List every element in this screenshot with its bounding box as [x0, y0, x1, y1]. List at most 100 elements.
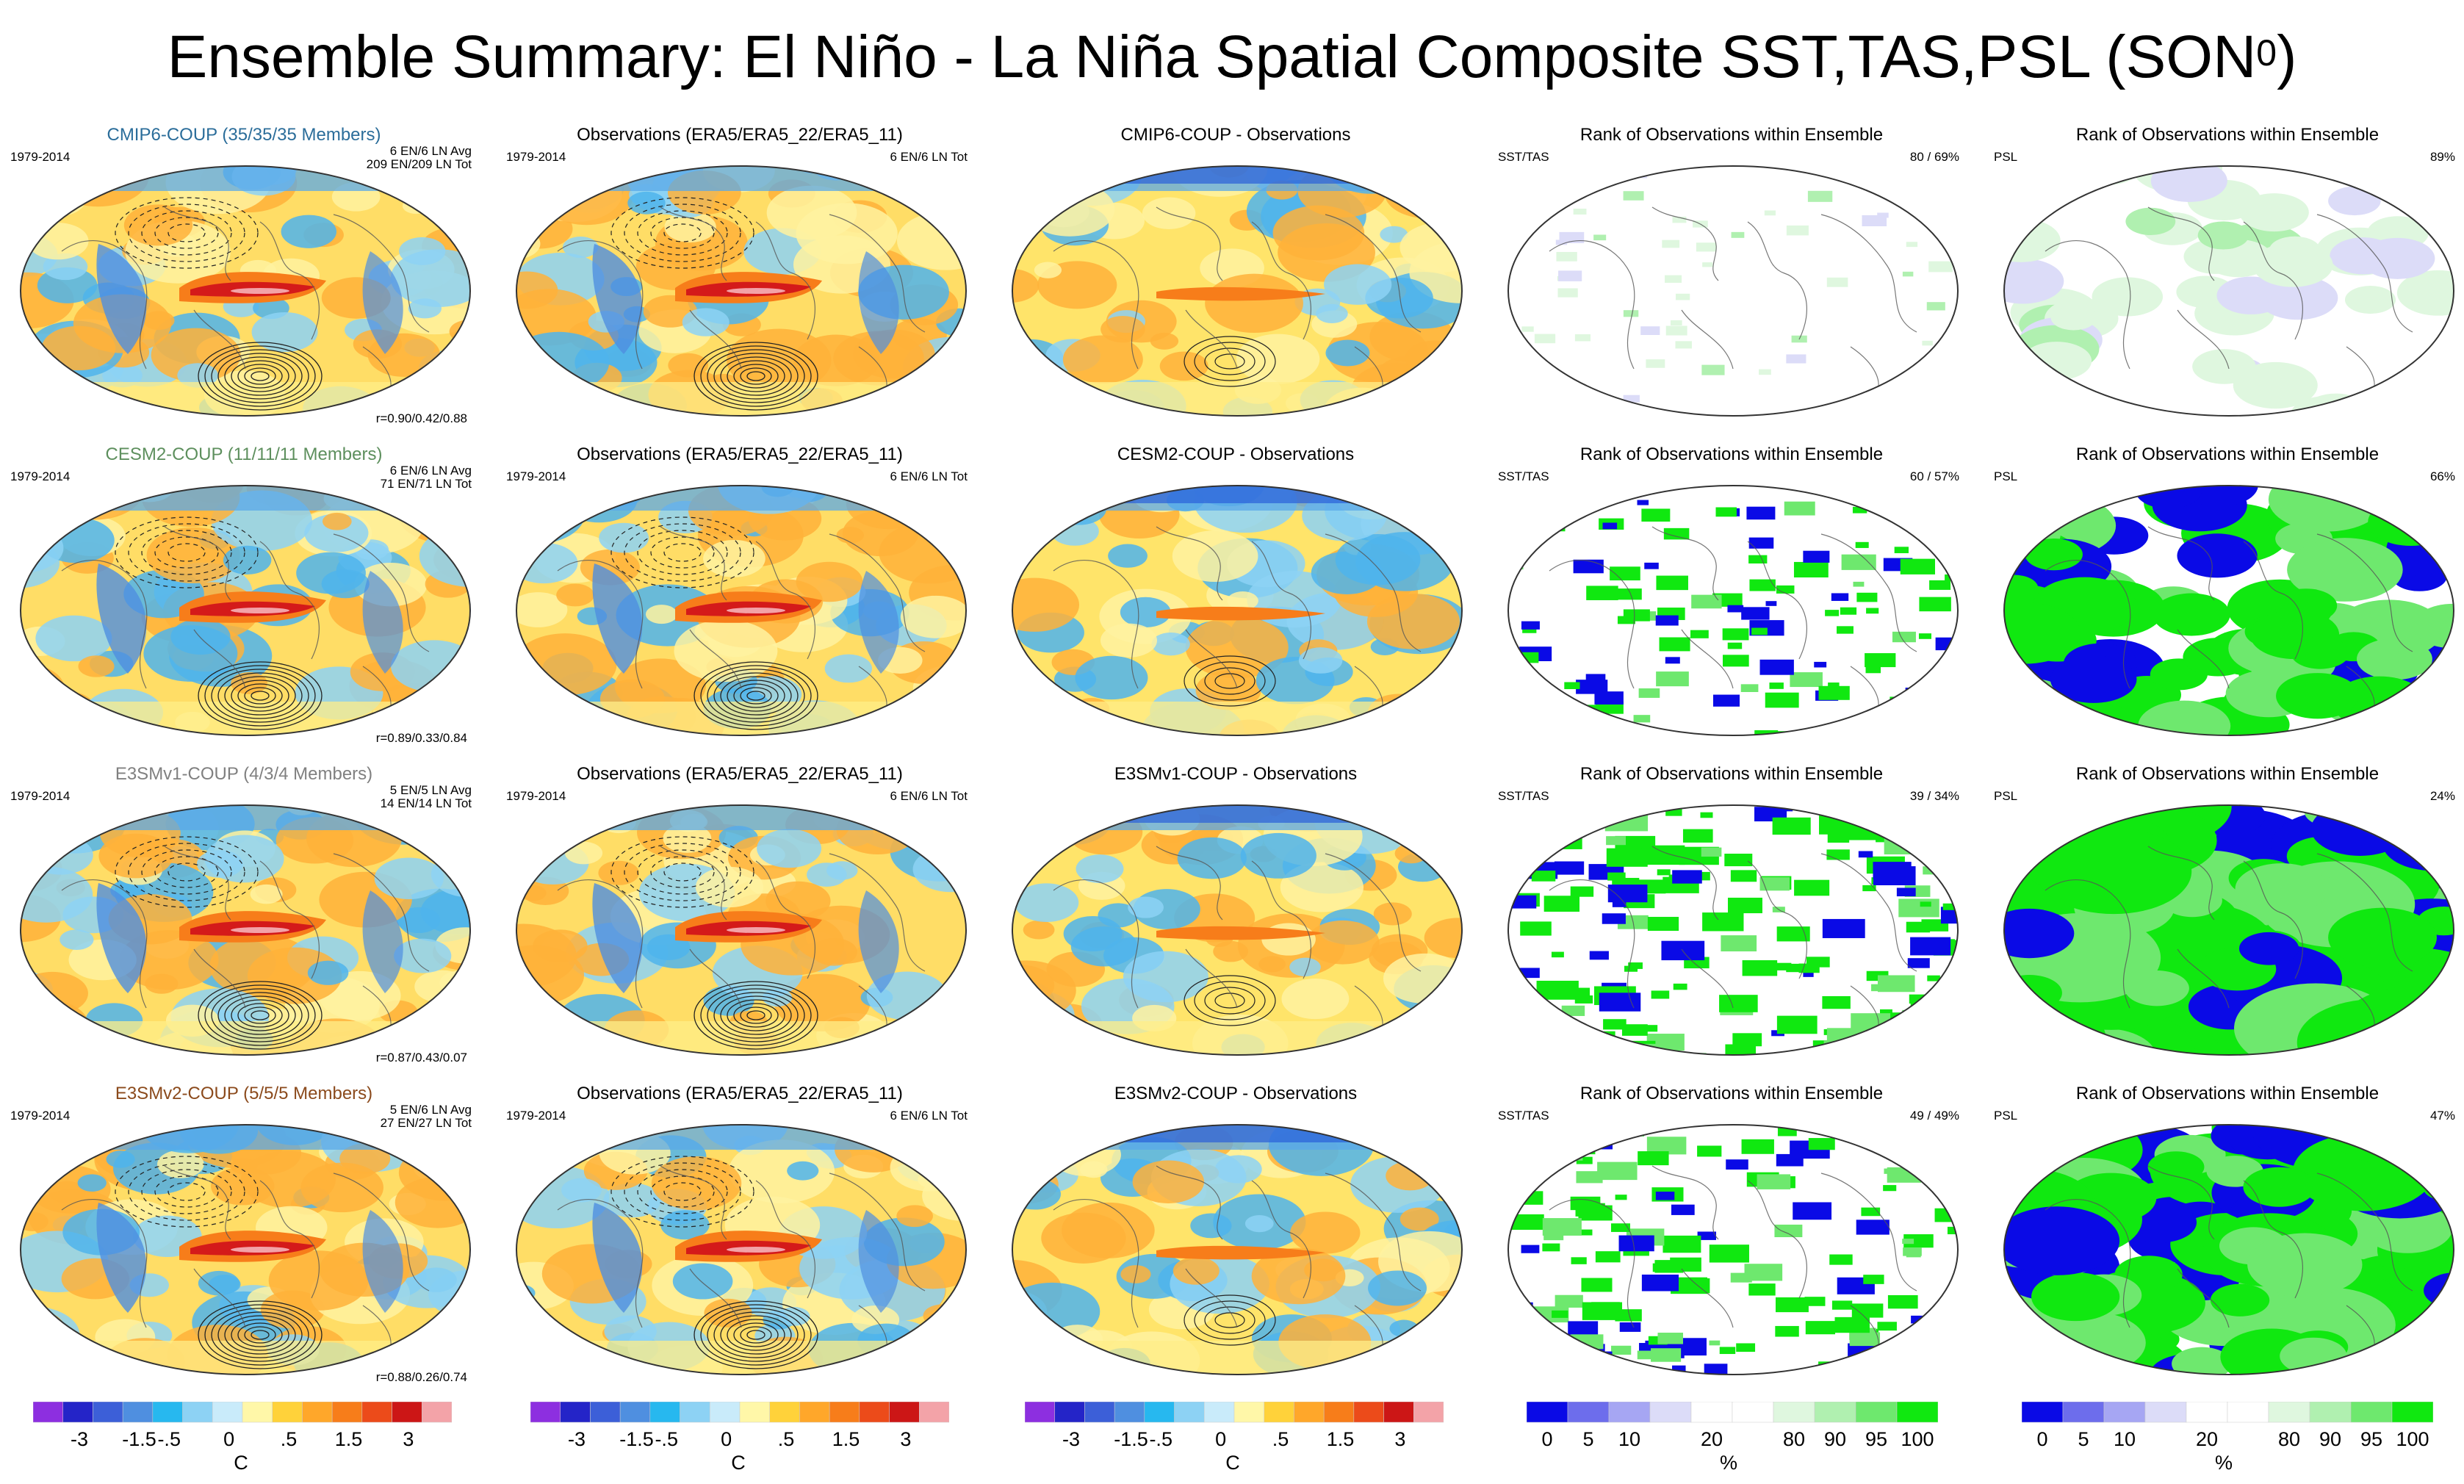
- world-map: [516, 1124, 967, 1375]
- figure-title: Ensemble Summary: El Niño - La Niña Spat…: [0, 21, 2464, 94]
- percent-label: 89%: [2429, 150, 2455, 164]
- colorbar-swatch: [1608, 1401, 1651, 1423]
- panel-title: E3SMv2-COUP (5/5/5 Members): [115, 1084, 373, 1103]
- colorbar-swatch: [769, 1401, 800, 1423]
- colorbar-swatch: [1855, 1401, 1898, 1423]
- colorbar-swatch: [1144, 1401, 1175, 1423]
- period-label: 1979-2014: [506, 469, 566, 483]
- colorbar-swatch: [2062, 1401, 2105, 1423]
- world-map: [1507, 804, 1959, 1056]
- colorbar-swatch: [1773, 1401, 1815, 1423]
- colorbar-tick-label: 0: [1215, 1428, 1227, 1450]
- colorbar-swatch: [1323, 1401, 1355, 1423]
- panel-title: Rank of Observations within Ensemble: [1579, 764, 1884, 784]
- panel-row4-rank-psl: Rank of Observations within Ensemble PSL 4…: [1992, 1084, 2463, 1392]
- colorbar-tick-label: -.5: [655, 1428, 678, 1450]
- colorbar-unit-label: C: [234, 1452, 248, 1474]
- colorbar-swatch: [560, 1401, 591, 1423]
- world-map: [1012, 165, 1463, 417]
- figure-title-text: Ensemble Summary: El Niño - La Niña Spat…: [167, 24, 2257, 90]
- panel-title: Observations (ERA5/ERA5_22/ERA5_11): [577, 125, 903, 145]
- colorbar-swatch: [919, 1401, 950, 1423]
- colorbar-swatch: [242, 1401, 273, 1423]
- colorbar-swatch: [1204, 1401, 1235, 1423]
- colorbar-tick-label: 95: [2360, 1428, 2383, 1450]
- colorbar-swatch: [1264, 1401, 1294, 1423]
- colorbar-swatch: [2227, 1401, 2269, 1423]
- variable-label: SST/TAS: [1498, 469, 1549, 483]
- colorbar-swatch: [1054, 1401, 1085, 1423]
- panel-title: Rank of Observations within Ensemble: [1579, 444, 1884, 464]
- colorbar-tick-label: -3: [568, 1428, 586, 1450]
- percent-label: 24%: [2429, 789, 2455, 803]
- panel-row2-rank-psl: Rank of Observations within Ensemble PSL 6…: [1992, 444, 2463, 753]
- colorbar-swatch: [680, 1401, 710, 1423]
- avg-count-label: 6 EN/6 LN Avg: [389, 464, 472, 478]
- colorbar-tick-label: .5: [1272, 1428, 1289, 1450]
- colorbar-swatch: [649, 1401, 680, 1423]
- colorbar-swatch: [829, 1401, 860, 1423]
- colorbar-tick-label: 20: [2195, 1428, 2219, 1450]
- period-label: 1979-2014: [10, 1109, 71, 1123]
- variable-label: PSL: [1994, 150, 2018, 164]
- total-count-label: 6 EN/6 LN Tot: [890, 150, 968, 164]
- variable-label: SST/TAS: [1498, 150, 1549, 164]
- colorbar-swatch: [361, 1401, 392, 1423]
- world-map: [1507, 485, 1959, 736]
- colorbar-tick-label: 10: [1618, 1428, 1641, 1450]
- colorbar-swatch: [32, 1401, 63, 1423]
- colorbar-tick-label: 90: [2319, 1428, 2342, 1450]
- total-count-label: 6 EN/6 LN Tot: [890, 789, 968, 803]
- colorbar-swatches: [530, 1401, 950, 1423]
- colorbar-swatch: [1814, 1401, 1856, 1423]
- world-map: [516, 804, 967, 1056]
- panel-title: CESM2-COUP (11/11/11 Members): [105, 444, 383, 464]
- colorbar-swatch: [530, 1401, 561, 1423]
- panel-row1-model: CMIP6-COUP (35/35/35 Members) 1979-2014 6 …: [9, 125, 479, 433]
- colorbar-swatches: [1526, 1401, 1939, 1423]
- colorbar-swatch: [619, 1401, 651, 1423]
- percent-label: 80 / 69%: [1909, 150, 1959, 164]
- panel-row4-rank-sst: Rank of Observations within Ensemble SST/…: [1496, 1084, 1967, 1392]
- colorbar-tick-label: -1.5: [122, 1428, 156, 1450]
- period-label: 1979-2014: [506, 150, 566, 164]
- colorbar-tick-label: -1.5: [1114, 1428, 1148, 1450]
- colorbar-swatch: [2103, 1401, 2146, 1423]
- panel-title: CESM2-COUP - Observations: [1117, 444, 1355, 464]
- avg-count-label: 5 EN/6 LN Avg: [389, 1103, 472, 1117]
- colorbar-swatches: [2021, 1401, 2434, 1423]
- panel-row1-rank-sst: Rank of Observations within Ensemble SST/…: [1496, 125, 1967, 433]
- colorbar-tick-label: -.5: [157, 1428, 181, 1450]
- period-label: 1979-2014: [10, 469, 71, 483]
- world-map: [2003, 165, 2454, 417]
- world-map: [2003, 1124, 2454, 1375]
- colorbar-swatch: [1896, 1401, 1939, 1423]
- avg-count-label: 5 EN/5 LN Avg: [389, 783, 472, 797]
- total-count-label: 6 EN/6 LN Tot: [890, 469, 968, 483]
- panel-row1-obs: Observations (ERA5/ERA5_22/ERA5_11) 1979-…: [505, 125, 975, 433]
- colorbar-swatch: [392, 1401, 422, 1423]
- colorbar-swatch: [799, 1401, 830, 1423]
- variable-label: SST/TAS: [1498, 789, 1549, 803]
- percent-label: 60 / 57%: [1909, 469, 1959, 483]
- panel-row4-obs: Observations (ERA5/ERA5_22/ERA5_11) 1979-…: [505, 1084, 975, 1392]
- colorbar-swatch: [422, 1401, 453, 1423]
- colorbar-swatch: [122, 1401, 154, 1423]
- colorbar-tick-label: 1.5: [1326, 1428, 1355, 1450]
- colorbar-tick-label: 0: [721, 1428, 732, 1450]
- colorbar-unit-label: C: [1225, 1452, 1240, 1474]
- panel-row2-model: CESM2-COUP (11/11/11 Members) 1979-2014 6 …: [9, 444, 479, 753]
- colorbar-swatch: [93, 1401, 123, 1423]
- panel-title: Observations (ERA5/ERA5_22/ERA5_11): [577, 1084, 903, 1103]
- colorbar-swatch: [212, 1401, 243, 1423]
- colorbar-tick-label: 0: [2036, 1428, 2048, 1450]
- world-map: [2003, 485, 2454, 736]
- colorbar-swatch: [302, 1401, 333, 1423]
- percent-label: 47%: [2429, 1109, 2455, 1123]
- world-map: [1012, 1124, 1463, 1375]
- temperature-colorbar-obs: -3 -1.5 -.5 0 .5 1.5 3 C: [530, 1401, 950, 1474]
- colorbar-swatch: [1353, 1401, 1384, 1423]
- panel-row1-diff: CMIP6-COUP - Observations: [1001, 125, 1471, 433]
- panel-title: CMIP6-COUP (35/35/35 Members): [107, 125, 381, 145]
- colorbar-tick-label: 20: [1700, 1428, 1723, 1450]
